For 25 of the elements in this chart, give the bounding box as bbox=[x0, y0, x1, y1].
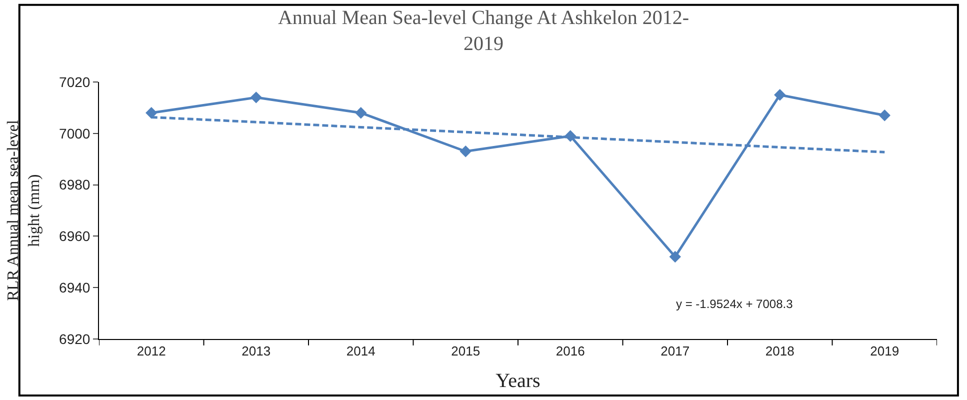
y-tick-label: 7000 bbox=[59, 125, 90, 142]
point bbox=[774, 89, 786, 101]
x-tick-label: 2015 bbox=[451, 344, 480, 359]
y-axis-title: RLR Annual mean sea-level hight (mm) bbox=[5, 120, 43, 301]
point bbox=[669, 250, 681, 263]
x-axis-title: Years bbox=[496, 370, 541, 392]
point bbox=[460, 146, 472, 158]
y-tick-label: 6960 bbox=[59, 228, 90, 244]
x-tick-label: 2014 bbox=[346, 344, 376, 359]
x-tick-label: 2016 bbox=[556, 344, 585, 359]
x-tick-label: 2012 bbox=[136, 344, 166, 359]
y-tick-label: 6920 bbox=[59, 330, 90, 347]
y-tick-label: 7020 bbox=[59, 74, 90, 90]
point bbox=[878, 110, 890, 122]
y-tick-label: 6980 bbox=[59, 176, 90, 193]
annotation: y = -1.9524x + 7008.3 bbox=[676, 297, 794, 311]
x-tick-label: 2017 bbox=[660, 344, 690, 359]
x-tick-label: 2013 bbox=[242, 344, 271, 359]
x-tick-label: 2019 bbox=[870, 344, 900, 359]
point bbox=[250, 92, 262, 104]
chart-title: Annual Mean Sea-level Change At Ashkelon 2012- 2019 bbox=[278, 7, 690, 55]
point bbox=[355, 106, 367, 119]
y-tick-label: 6940 bbox=[59, 280, 90, 296]
point bbox=[146, 106, 158, 119]
x-tick-label: 2018 bbox=[765, 344, 794, 359]
